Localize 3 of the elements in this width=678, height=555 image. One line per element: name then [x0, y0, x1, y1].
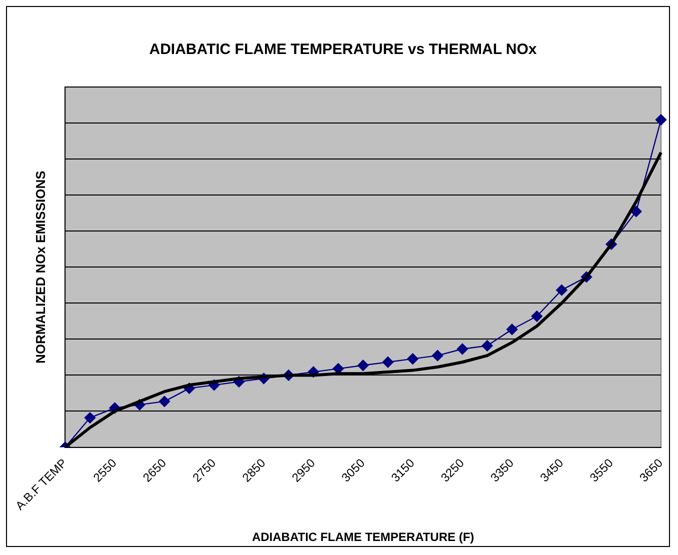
chart-title: ADIABATIC FLAME TEMPERATURE vs THERMAL NOx: [149, 41, 538, 58]
y-axis-title: NORMALIZED NOx EMISSIONS: [32, 170, 48, 364]
x-axis-title: ADIABATIC FLAME TEMPERATURE (F): [252, 530, 474, 544]
